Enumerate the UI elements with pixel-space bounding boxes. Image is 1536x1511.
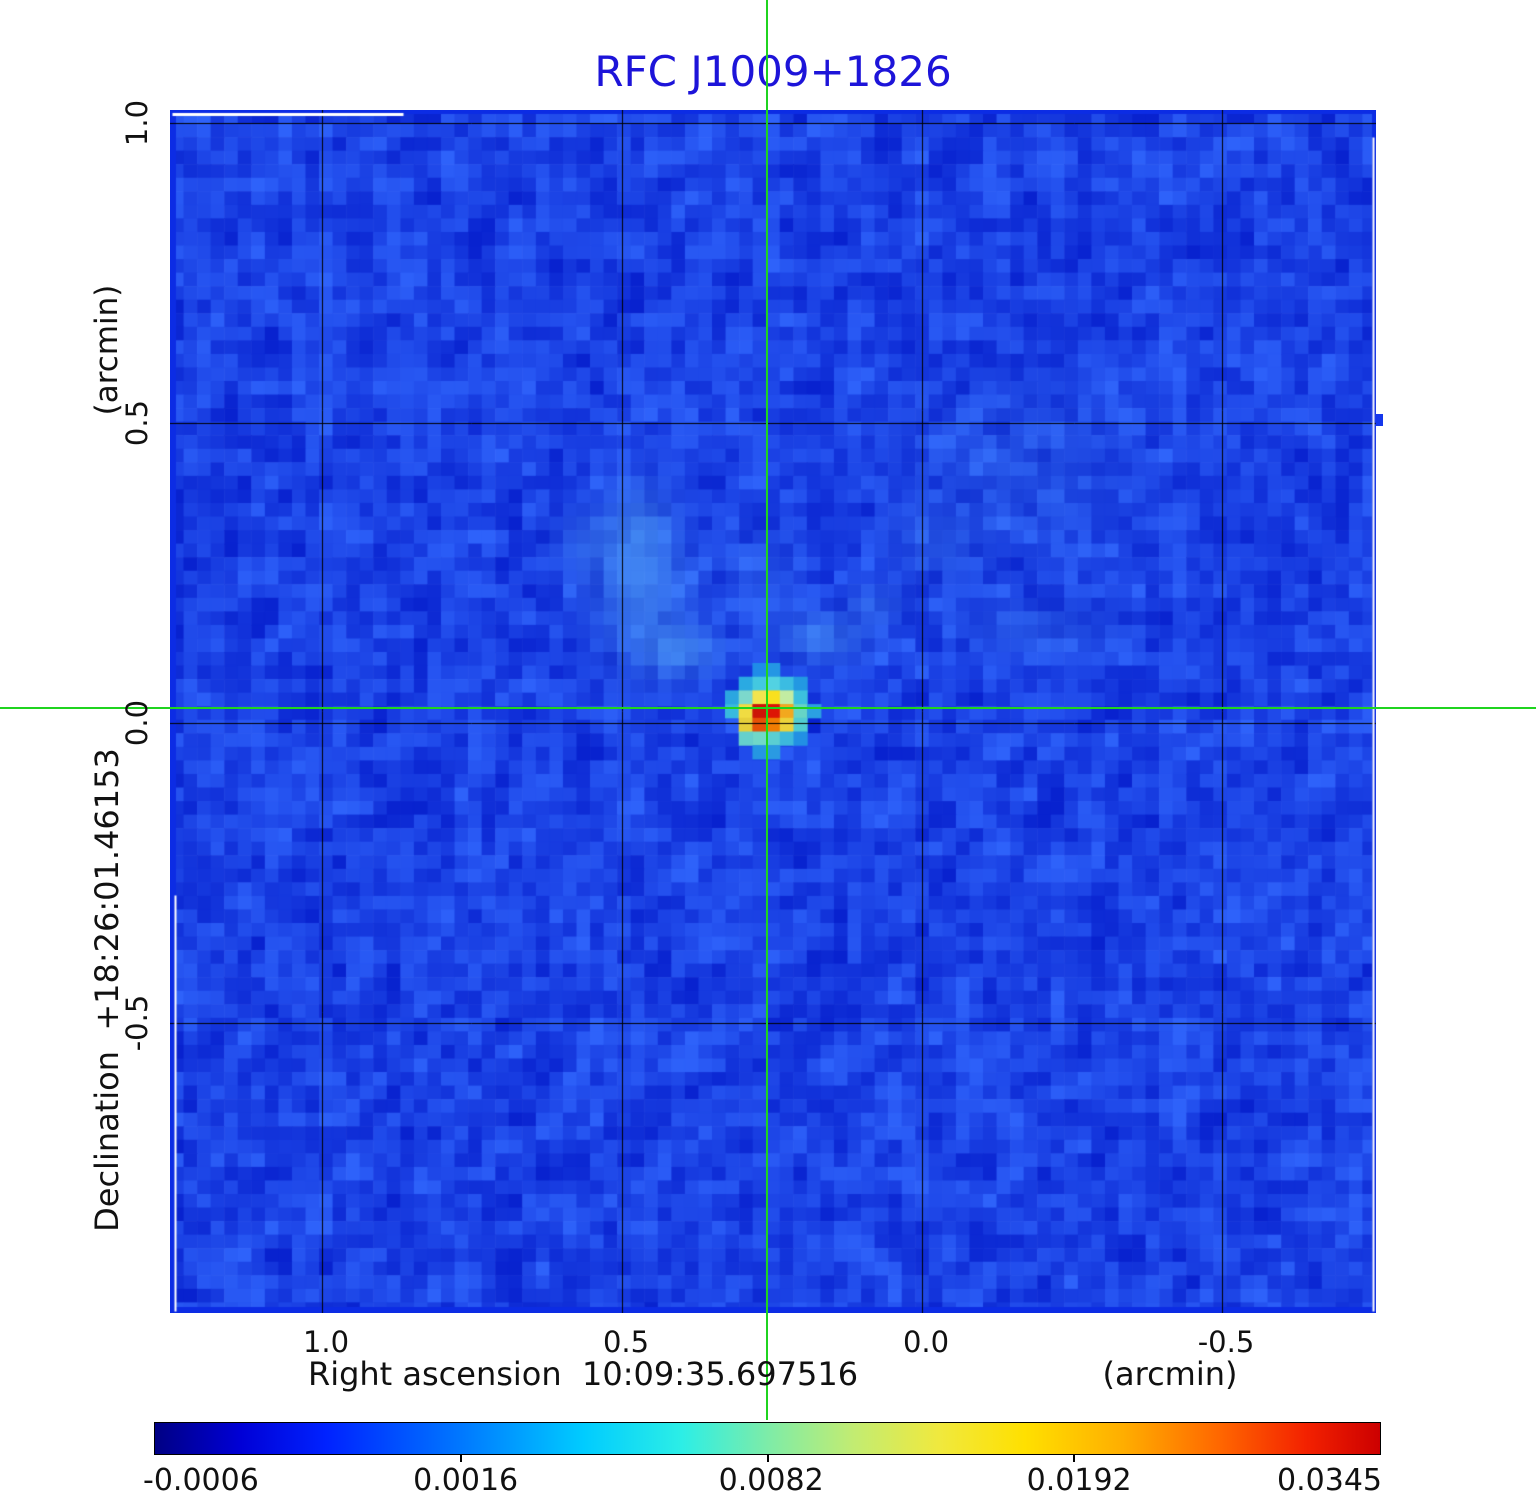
crosshair-horizontal-line	[0, 707, 1536, 709]
y-tick-label: 0.0	[120, 699, 154, 747]
x-axis-label: Right ascension 10:09:35.697516	[307, 1355, 859, 1393]
x-axis-unit-label: (arcmin)	[1102, 1355, 1238, 1393]
y-tick-label: 0.5	[120, 399, 154, 447]
y-tick-label: 1.0	[120, 99, 154, 147]
crosshair-vertical-line	[766, 0, 768, 1420]
sky-map-canvas	[170, 110, 1376, 1313]
colorbar-tick	[459, 1455, 462, 1462]
colorbar	[154, 1422, 1381, 1455]
chart-title: RFC J1009+1826	[594, 47, 952, 96]
x-tick-label: 0.5	[602, 1325, 650, 1359]
colorbar-tick	[766, 1455, 769, 1462]
colorbar-tick	[1073, 1455, 1076, 1462]
colorbar-value-label: 0.0192	[1026, 1463, 1132, 1498]
x-tick-label: 1.0	[302, 1325, 350, 1359]
map-edge-notch	[1376, 414, 1383, 426]
colorbar-value-label: 0.0345	[1277, 1463, 1382, 1498]
colorbar-value-label: 0.0016	[413, 1463, 519, 1498]
colorbar-value-label: -0.0006	[143, 1463, 259, 1498]
x-tick-label: -0.5	[1197, 1325, 1255, 1359]
colorbar-value-label: 0.0082	[718, 1463, 824, 1498]
y-axis-unit-label: (arcmin)	[89, 284, 125, 416]
y-axis-label: Declination +18:26:01.46153	[88, 748, 126, 1232]
x-tick-label: 0.0	[902, 1325, 950, 1359]
